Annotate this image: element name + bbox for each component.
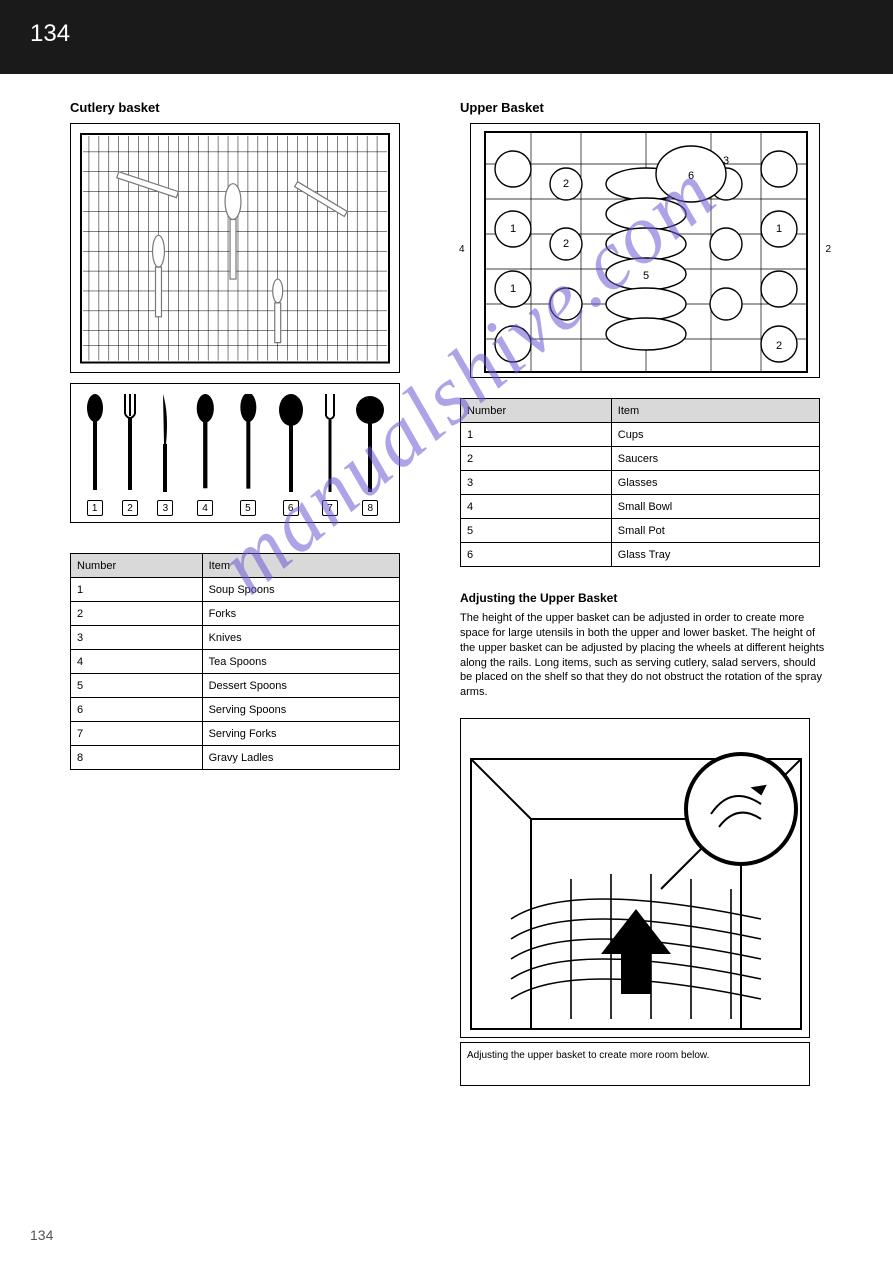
upper-th-item: Item: [611, 399, 819, 423]
table-row: 4Small Bowl: [461, 495, 820, 519]
right-column: Upper Basket 1: [460, 100, 830, 1086]
adjust-caption: Adjusting the upper basket to create mor…: [460, 1042, 810, 1086]
cutlery-basket-title: Cutlery basket: [70, 100, 420, 115]
cutlery-8: 8: [355, 394, 385, 516]
numbox-6: 6: [283, 500, 299, 516]
numbox-5: 5: [240, 500, 256, 516]
fork-icon: [120, 394, 140, 494]
page-number-top: 134: [30, 20, 70, 48]
numbox-2: 2: [122, 500, 138, 516]
upper-label-4: 4: [459, 244, 465, 255]
cutlery-5: 5: [235, 394, 262, 516]
upper-basket-svg: 1 2 3 5 6 1 2 1 2: [471, 124, 821, 379]
left-column: Cutlery basket 1: [70, 100, 420, 770]
cutlery-6: 6: [277, 394, 305, 516]
table-row: 6Glass Tray: [461, 543, 820, 567]
numbox-8: 8: [362, 500, 378, 516]
numbox-4: 4: [197, 500, 213, 516]
upper-th-number: Number: [461, 399, 612, 423]
cutlery-basket-figure: [70, 123, 400, 373]
cutlery-3: 3: [155, 394, 175, 516]
cutlery-4: 4: [191, 394, 220, 516]
knife-icon: [155, 394, 175, 494]
svg-text:1: 1: [776, 223, 782, 235]
numbox-7: 7: [322, 500, 338, 516]
adjust-heading: Adjusting the Upper Basket: [460, 591, 830, 605]
serving-spoon-icon: [277, 394, 305, 494]
numbox-3: 3: [157, 500, 173, 516]
table-row: 8Gravy Ladles: [71, 746, 400, 770]
table-row: 2Forks: [71, 602, 400, 626]
table-row: 4Tea Spoons: [71, 650, 400, 674]
page-number-bottom: 134: [30, 1227, 53, 1243]
adjust-figure-svg: [461, 719, 811, 1039]
soup-spoon-icon: [85, 394, 105, 494]
cutlery-table: Number Item 1Soup Spoons 2Forks 3Knives …: [70, 553, 400, 770]
table-row: 1Cups: [461, 423, 820, 447]
upper-basket-table: Number Item 1Cups 2Saucers 3Glasses 4Sma…: [460, 398, 820, 567]
adjust-figure: [460, 718, 810, 1038]
upper-label-2: 2: [825, 244, 831, 255]
basket-grid-svg: [79, 132, 391, 365]
cutlery-silhouettes: 1 2 3 4 5 6 7 8: [70, 383, 400, 523]
table-row: 5Small Pot: [461, 519, 820, 543]
cutlery-1: 1: [85, 394, 105, 516]
cutlery-th-item: Item: [202, 554, 399, 578]
svg-text:5: 5: [643, 270, 649, 282]
numbox-1: 1: [87, 500, 103, 516]
teaspoon-icon: [191, 394, 220, 494]
table-row: 5Dessert Spoons: [71, 674, 400, 698]
table-row: 6Serving Spoons: [71, 698, 400, 722]
adjust-text: The height of the upper basket can be ad…: [460, 611, 830, 700]
svg-text:6: 6: [688, 170, 694, 182]
table-row: 3Glasses: [461, 471, 820, 495]
svg-text:2: 2: [563, 238, 569, 250]
svg-text:2: 2: [776, 340, 782, 352]
table-row: 7Serving Forks: [71, 722, 400, 746]
svg-text:1: 1: [510, 283, 516, 295]
svg-text:2: 2: [563, 178, 569, 190]
serving-fork-icon: [320, 394, 340, 494]
table-row: 2Saucers: [461, 447, 820, 471]
table-row: 1Soup Spoons: [71, 578, 400, 602]
upper-basket-title: Upper Basket: [460, 100, 830, 115]
upper-basket-figure: 1 2 3 5 6 1 2 1 2 4 2: [470, 123, 820, 378]
gravy-ladle-icon: [355, 394, 385, 494]
cutlery-7: 7: [320, 394, 340, 516]
svg-text:1: 1: [510, 223, 516, 235]
cutlery-2: 2: [120, 394, 140, 516]
svg-text:3: 3: [723, 155, 729, 167]
header-bar: [0, 0, 893, 74]
table-row: 3Knives: [71, 626, 400, 650]
cutlery-th-number: Number: [71, 554, 203, 578]
dessert-spoon-icon: [235, 394, 262, 494]
